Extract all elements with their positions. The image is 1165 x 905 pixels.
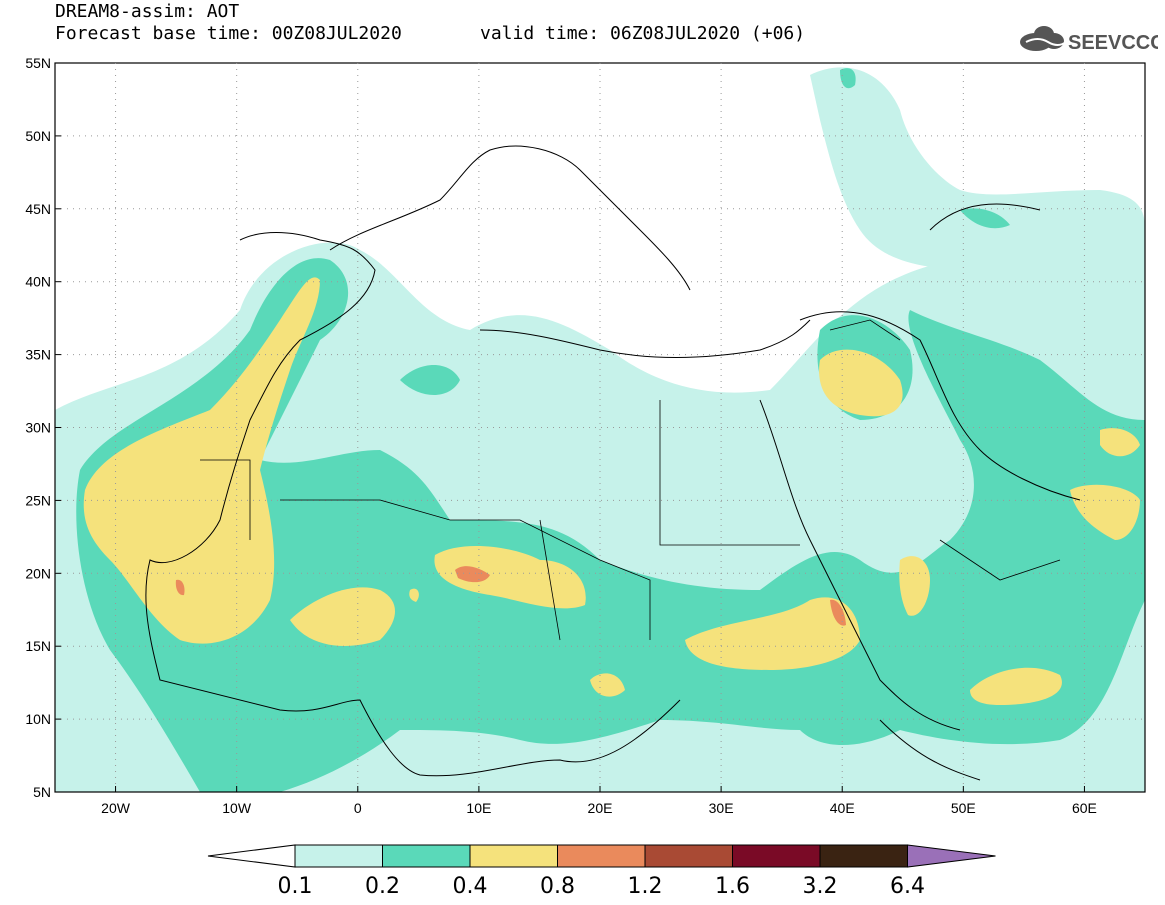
colorbar-level-label: 0.4 <box>453 874 488 899</box>
valid-time: valid time: 06Z08JUL2020 (+06) <box>480 23 806 44</box>
colorbar-boxes <box>207 844 996 868</box>
lon-label: 50E <box>951 800 976 816</box>
colorbar-level-label: 1.2 <box>628 874 663 899</box>
cloud-icon <box>1020 26 1067 51</box>
colorbar-box <box>644 844 733 868</box>
longitude-labels: 20W 10W 0 10E 20E 30E 40E 50E 60E <box>101 786 1097 816</box>
colorbar-box <box>819 844 908 868</box>
lon-label: 40E <box>830 800 855 816</box>
lat-label: 50N <box>25 128 51 144</box>
colorbar-under-triangle <box>207 844 296 868</box>
colorbar-over-triangle <box>907 844 996 868</box>
forecast-base-time: Forecast base time: 00Z08JUL2020 <box>55 23 402 44</box>
colorbar-level-label: 0.8 <box>540 874 575 899</box>
aot-field <box>55 63 1145 792</box>
lat-label: 15N <box>25 638 51 654</box>
colorbar-box <box>557 844 646 868</box>
lat-label: 35N <box>25 347 51 363</box>
colorbar-level-label: 1.6 <box>715 874 750 899</box>
aot-level-0.4 <box>83 277 1140 705</box>
colorbar-level-label: 6.4 <box>890 874 925 899</box>
lat-label: 20N <box>25 565 51 581</box>
lon-label: 60E <box>1072 800 1097 816</box>
country-borders <box>200 319 1061 641</box>
seevccc-logo: SEEVCCC <box>1020 26 1158 54</box>
aot-level-0.8 <box>175 566 846 626</box>
lon-label: 10W <box>222 800 252 816</box>
colorbar-labels: 0.1 0.2 0.4 0.8 1.2 1.6 3.2 6.4 <box>278 874 926 899</box>
colorbar-level-label: 0.2 <box>365 874 400 899</box>
map-title: DREAM8-assim: AOT <box>55 1 240 22</box>
lon-label: 10E <box>466 800 491 816</box>
colorbar-level-label: 3.2 <box>803 874 838 899</box>
colorbar-level-label: 0.1 <box>278 874 313 899</box>
coastlines <box>145 145 1081 781</box>
colorbar-box <box>382 844 471 868</box>
colorbar-box <box>469 844 558 868</box>
latitude-labels: 55N 50N 45N 40N 35N 30N 25N 20N 15N 10N 5N <box>25 55 61 800</box>
lat-label: 25N <box>25 492 51 508</box>
logo-text: SEEVCCC <box>1068 32 1158 54</box>
lat-label: 40N <box>25 274 51 290</box>
lon-label: 0 <box>354 800 362 816</box>
lat-label: 30N <box>25 420 51 436</box>
lon-label: 20W <box>101 800 131 816</box>
lat-label: 5N <box>33 784 51 800</box>
lon-label: 20E <box>588 800 613 816</box>
lat-label: 10N <box>25 711 51 727</box>
colorbar-box <box>732 844 821 868</box>
lat-label: 45N <box>25 201 51 217</box>
colorbar-box <box>294 844 383 868</box>
lon-label: 30E <box>709 800 734 816</box>
lat-label: 55N <box>25 55 51 71</box>
